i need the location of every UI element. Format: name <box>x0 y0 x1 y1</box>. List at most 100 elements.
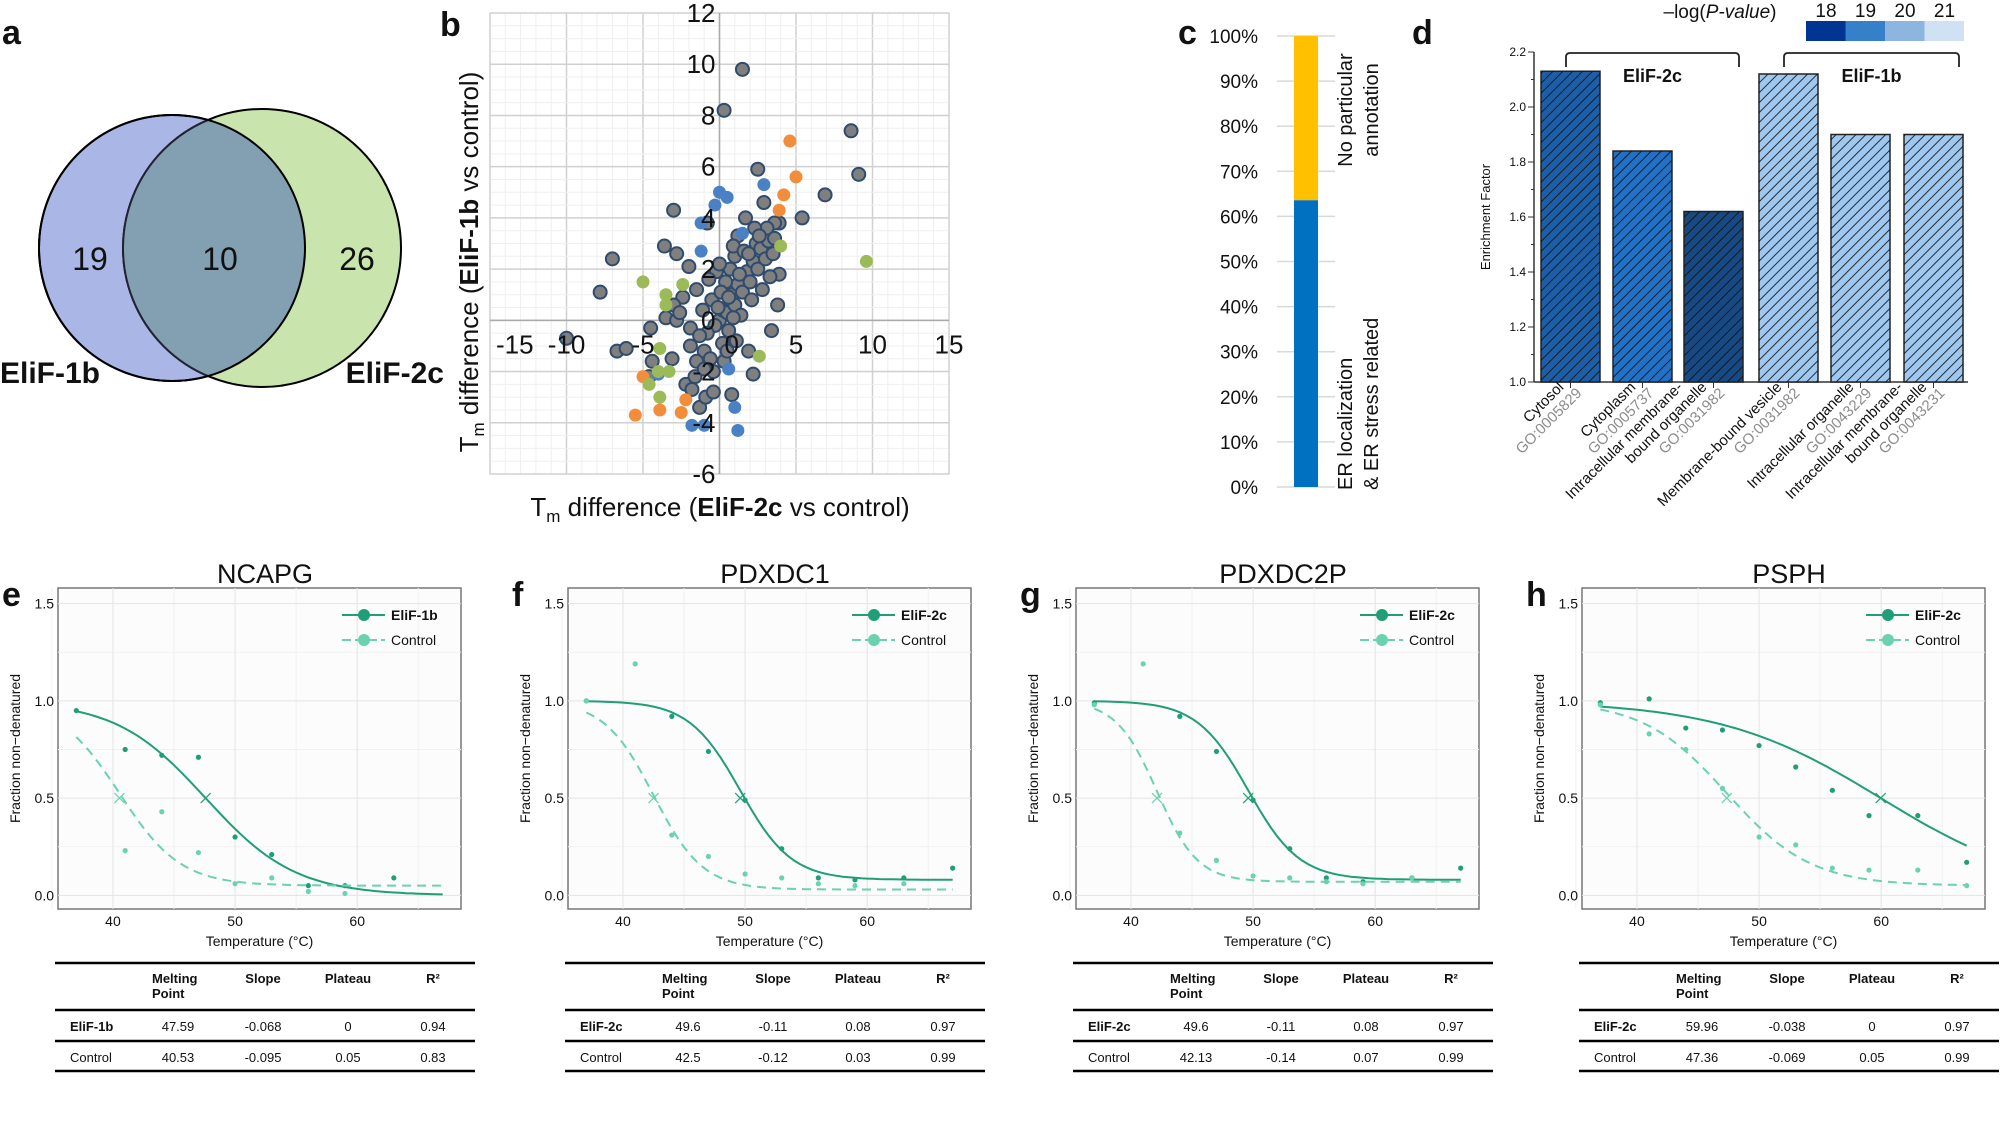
control-point <box>1250 873 1256 879</box>
bar-segment <box>1294 200 1318 487</box>
scatter-point-gray <box>721 323 737 339</box>
scatter-point-green <box>859 254 873 268</box>
y-tick-label: 70% <box>1220 162 1258 183</box>
melting-point-marker <box>648 792 659 804</box>
x-axis-label: Temperature (°C) <box>206 933 314 949</box>
scatter-point-gray <box>751 228 767 244</box>
table-row-label: EliF-2c <box>1088 1019 1131 1034</box>
table-row-label: EliF-2c <box>580 1019 623 1034</box>
control-point <box>1829 865 1835 871</box>
control-point <box>1756 834 1762 840</box>
y-tick-label: 4 <box>701 203 715 233</box>
control-point <box>1091 702 1097 708</box>
y-axis-label: Fraction non−denatured <box>7 674 23 823</box>
melting-point-marker <box>200 792 212 804</box>
legend-dot-control <box>1882 634 1894 646</box>
legend-label-control: Control <box>391 632 436 648</box>
table-header: Point <box>1170 986 1203 1001</box>
table-header: Melting <box>1170 971 1216 986</box>
treatment-point <box>1683 725 1689 731</box>
y-tick-label: 0.5 <box>1559 790 1579 806</box>
panel-label-b: b <box>440 6 461 44</box>
scatter-point-gray <box>682 338 698 354</box>
scatter-point-orange <box>783 134 797 148</box>
table-cell: -0.068 <box>245 1019 282 1034</box>
treatment-fit-curve <box>1094 700 1461 881</box>
y-tick-label: -6 <box>692 459 715 489</box>
table-cell: 0 <box>344 1019 351 1034</box>
table-cell: -0.11 <box>1267 1019 1296 1034</box>
y-tick-label: 1.0 <box>545 693 565 709</box>
y-tick-label: 1.5 <box>1559 596 1579 612</box>
control-fit-curve <box>1600 708 1967 886</box>
y-tick-label: 2 <box>701 254 715 284</box>
table-header: Slope <box>245 971 280 986</box>
treatment-fit-curve <box>1600 705 1968 847</box>
table-header: Melting <box>152 971 198 986</box>
scatter-point-green <box>651 365 665 379</box>
y-tick-label: 1.5 <box>1053 596 1073 612</box>
treatment-point <box>1964 859 1970 865</box>
y-tick-label: 12 <box>687 0 716 28</box>
melt-panel-h: h PSPH 40 50 60 0.0 0.5 1.0 1.5 Temperature (°C) F… <box>1526 559 1999 1073</box>
scatter-point-gray <box>716 102 732 118</box>
legend-swatch <box>1885 21 1925 41</box>
table-header: Point <box>152 986 185 1001</box>
y-tick-label: 0.5 <box>35 790 55 806</box>
scatter-point-green <box>662 365 676 379</box>
control-point <box>269 875 275 881</box>
table-cell: 0.08 <box>845 1019 870 1034</box>
chart-title: NCAPG <box>217 559 313 589</box>
scatter-point-gray <box>644 353 660 369</box>
legend-dot-treatment <box>868 609 880 621</box>
y-tick-label: 1.0 <box>1559 693 1579 709</box>
y-tick-label: 1.0 <box>1509 375 1526 389</box>
y-tick-label: 1.5 <box>545 596 565 612</box>
treatment-point <box>950 865 956 871</box>
x-tick-label: 15 <box>935 329 964 359</box>
y-axis-label: Tm difference (EliF-1b vs control) <box>454 72 488 453</box>
scatter-point-gray <box>742 274 758 290</box>
scatter-point-gray <box>681 259 697 275</box>
chart-title: PDXDC1 <box>720 559 830 589</box>
treatment-point <box>269 851 275 858</box>
scatter-point-gray <box>672 305 688 321</box>
table-cell: 0.05 <box>1859 1050 1884 1065</box>
scatter-point-gray <box>754 282 770 298</box>
melting-point-marker <box>114 792 125 804</box>
chart-title: PDXDC2P <box>1219 559 1347 589</box>
treatment-point <box>195 754 202 760</box>
legend-label-control: Control <box>901 632 946 648</box>
table-header: Point <box>1676 986 1709 1001</box>
treatment-point <box>779 846 785 852</box>
bar-segment <box>1294 36 1318 201</box>
control-fit-curve <box>585 711 953 891</box>
treatment-fit-curve <box>76 710 443 896</box>
scatter-point-gray <box>618 341 634 357</box>
x-tick-label: 50 <box>1751 913 1767 929</box>
treatment-point <box>305 883 311 889</box>
table-cell: 0.97 <box>1438 1019 1463 1034</box>
legend-label-treatment: EliF-2c <box>1409 607 1455 623</box>
segment-label-line2: & ER stress related <box>1361 318 1383 490</box>
panel-label-c: c <box>1178 14 1197 52</box>
table-cell: 0.97 <box>1944 1019 1969 1034</box>
plot-frame <box>1075 587 1480 910</box>
y-tick-label: 50% <box>1220 253 1258 274</box>
treatment-point <box>1250 797 1256 803</box>
control-point <box>705 853 712 860</box>
scatter-point-gray <box>719 343 735 359</box>
table-cell: 42.13 <box>1180 1050 1213 1065</box>
group-label: EliF-2c <box>1623 66 1682 86</box>
venn-intersection <box>122 115 305 381</box>
scatter-point-gray <box>666 202 682 218</box>
treatment-point <box>901 875 907 881</box>
table-header: R² <box>1444 971 1458 986</box>
y-tick-label: 100% <box>1209 27 1258 48</box>
table-header: R² <box>936 971 950 986</box>
table-header: R² <box>426 971 440 986</box>
control-point <box>1140 661 1146 667</box>
y-axis-label: Fraction non−denatured <box>1025 674 1041 823</box>
legend-dot-treatment <box>1882 609 1894 621</box>
treatment-point <box>1793 764 1799 770</box>
